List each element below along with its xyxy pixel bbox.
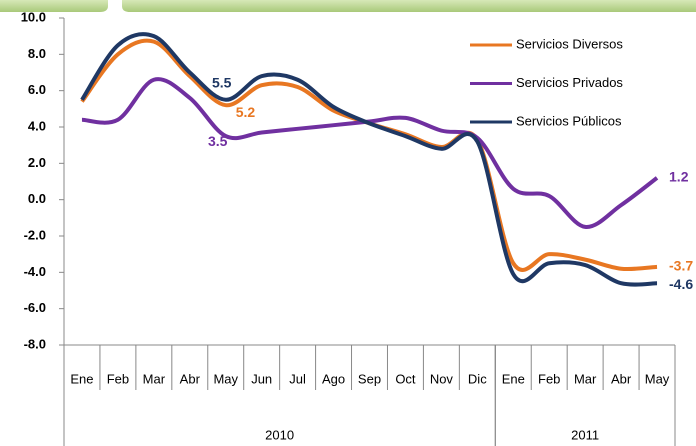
x-tick-label: Mar: [574, 371, 597, 386]
data-label: 5.5: [212, 74, 232, 90]
group-label: 2011: [571, 427, 599, 442]
data-label: -3.7: [669, 258, 693, 274]
y-tick-label: 2.0: [28, 155, 46, 170]
x-tick-label: Oct: [395, 371, 416, 386]
x-tick-label: Ago: [322, 371, 345, 386]
y-tick-label: 0.0: [28, 191, 46, 206]
y-tick-label: 8.0: [28, 46, 46, 61]
legend-label: Servicios Públicos: [516, 113, 622, 128]
x-tick-label: Mar: [143, 371, 166, 386]
tab: [0, 0, 108, 12]
legend-label: Servicios Privados: [516, 75, 623, 90]
y-tick-label: 4.0: [28, 118, 46, 133]
x-tick-label: Feb: [107, 371, 129, 386]
y-tick-label: 6.0: [28, 82, 46, 97]
x-tick-label: Jun: [251, 371, 272, 386]
x-tick-label: May: [213, 371, 238, 386]
y-tick-label: -8.0: [24, 336, 46, 351]
x-tick-label: Ene: [70, 371, 93, 386]
data-label: 3.5: [208, 133, 228, 149]
x-tick-label: May: [645, 371, 670, 386]
x-tick-label: Sep: [358, 371, 381, 386]
x-tick-label: Abr: [180, 371, 201, 386]
series-line: [81, 77, 659, 229]
series-line: [80, 32, 658, 287]
x-tick-label: Ene: [502, 371, 525, 386]
x-tick-label: Feb: [538, 371, 560, 386]
y-tick-label: 10.0: [21, 9, 46, 24]
y-tick-label: -6.0: [24, 300, 46, 315]
x-tick-label: Jul: [289, 371, 306, 386]
legend-label: Servicios Diversos: [516, 36, 623, 51]
data-label: 1.2: [669, 169, 689, 185]
group-label: 2010: [265, 427, 294, 442]
x-tick-label: Dic: [468, 371, 487, 386]
data-label: 5.2: [236, 104, 256, 120]
y-tick-label: -2.0: [24, 227, 46, 242]
x-tick-label: Nov: [430, 371, 454, 386]
x-tick-label: Abr: [611, 371, 632, 386]
header-strip: [122, 0, 696, 12]
y-tick-label: -4.0: [24, 264, 46, 279]
data-label: -4.6: [669, 276, 693, 292]
